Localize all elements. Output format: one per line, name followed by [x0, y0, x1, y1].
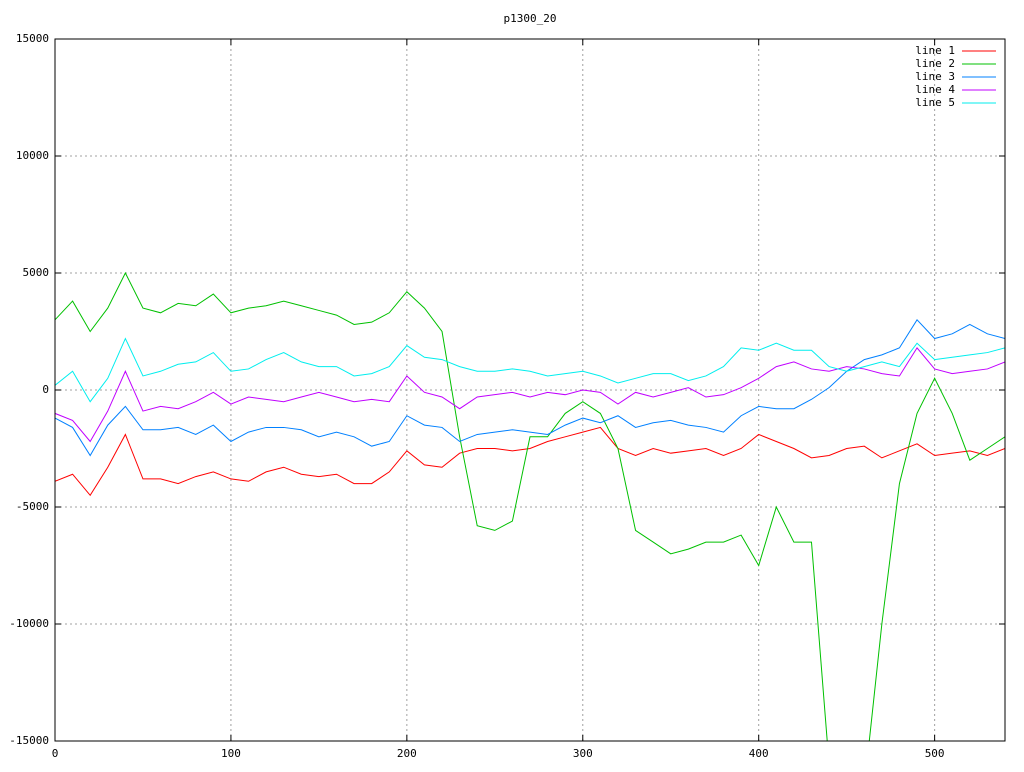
legend-label: line 3 [915, 70, 955, 83]
grid [54, 38, 1005, 742]
legend-label: line 4 [915, 83, 955, 96]
data-line [55, 337, 1005, 403]
y-tick-label: -5000 [16, 500, 49, 513]
data-line [55, 271, 1005, 741]
x-tick-label: 400 [749, 747, 769, 760]
x-tick-label: 300 [573, 747, 593, 760]
y-tick-label: -10000 [9, 617, 49, 630]
y-tick-label: 0 [42, 383, 49, 396]
x-tick-label: 500 [925, 747, 945, 760]
y-tick-label: 15000 [16, 32, 49, 45]
plot-lines [55, 271, 1005, 741]
legend-label: line 5 [915, 96, 955, 109]
legend-label: line 1 [915, 44, 955, 57]
x-tick-label: 0 [52, 747, 59, 760]
y-tick-label: 10000 [16, 149, 49, 162]
data-line [55, 318, 1005, 457]
y-tick-label: -15000 [9, 734, 49, 747]
x-tick-label: 100 [221, 747, 241, 760]
x-tick-label: 200 [397, 747, 417, 760]
data-line [55, 426, 1005, 497]
y-tick-label: 5000 [23, 266, 50, 279]
legend-label: line 2 [915, 57, 955, 70]
chart-title: p1300_20 [504, 12, 557, 25]
data-line [55, 347, 1005, 443]
